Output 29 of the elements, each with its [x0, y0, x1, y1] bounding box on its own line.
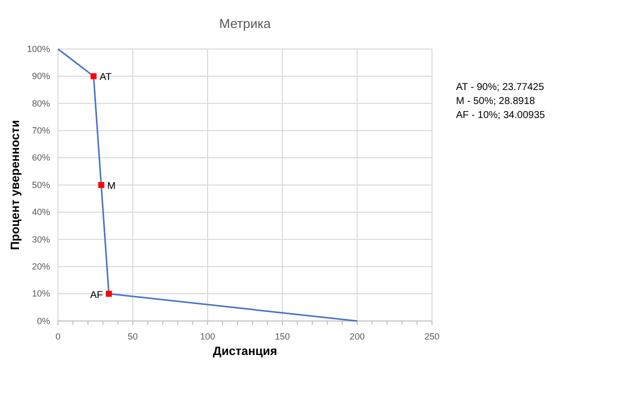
- point: [98, 182, 104, 188]
- y-tick-label: 60%: [32, 152, 50, 163]
- x-tick-label: 150: [274, 332, 290, 342]
- y-tick-label: 20%: [32, 261, 50, 272]
- annotation: M: [107, 181, 116, 192]
- annotation: AF: [90, 290, 103, 301]
- x-tick-label: 50: [128, 332, 138, 342]
- point: [106, 290, 112, 297]
- x-tick-label: 100: [200, 332, 216, 342]
- text: AT - 90%; 23.77425: [456, 82, 544, 93]
- y-tick-label: 90%: [32, 71, 50, 82]
- annotation: AT: [100, 72, 112, 84]
- chart-title: Метрика: [219, 16, 272, 31]
- y-tick-label: 30%: [32, 234, 50, 244]
- text: M - 50%; 28.8918: [456, 96, 536, 107]
- y-tick-label: 10%: [32, 288, 50, 299]
- x-tick-label: 250: [424, 332, 440, 342]
- y-tick-label: 40%: [32, 207, 50, 218]
- x-tick-label: 0: [55, 332, 61, 342]
- y-tick-label: 0%: [36, 316, 50, 326]
- point: [90, 73, 97, 80]
- y-tick-label: 100%: [26, 44, 50, 54]
- y-tick-label: 80%: [32, 98, 50, 108]
- text: AF - 10%; 34.00935: [456, 110, 546, 121]
- x-axis-title: Дистанция: [212, 344, 278, 358]
- x-tick-label: 200: [350, 332, 365, 342]
- y-tick-label: 70%: [32, 125, 50, 136]
- y-tick-label: 50%: [32, 180, 50, 190]
- y-axis-title: Процент уверенности: [8, 120, 22, 250]
